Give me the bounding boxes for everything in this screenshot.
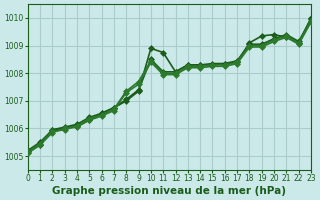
X-axis label: Graphe pression niveau de la mer (hPa): Graphe pression niveau de la mer (hPa)	[52, 186, 286, 196]
